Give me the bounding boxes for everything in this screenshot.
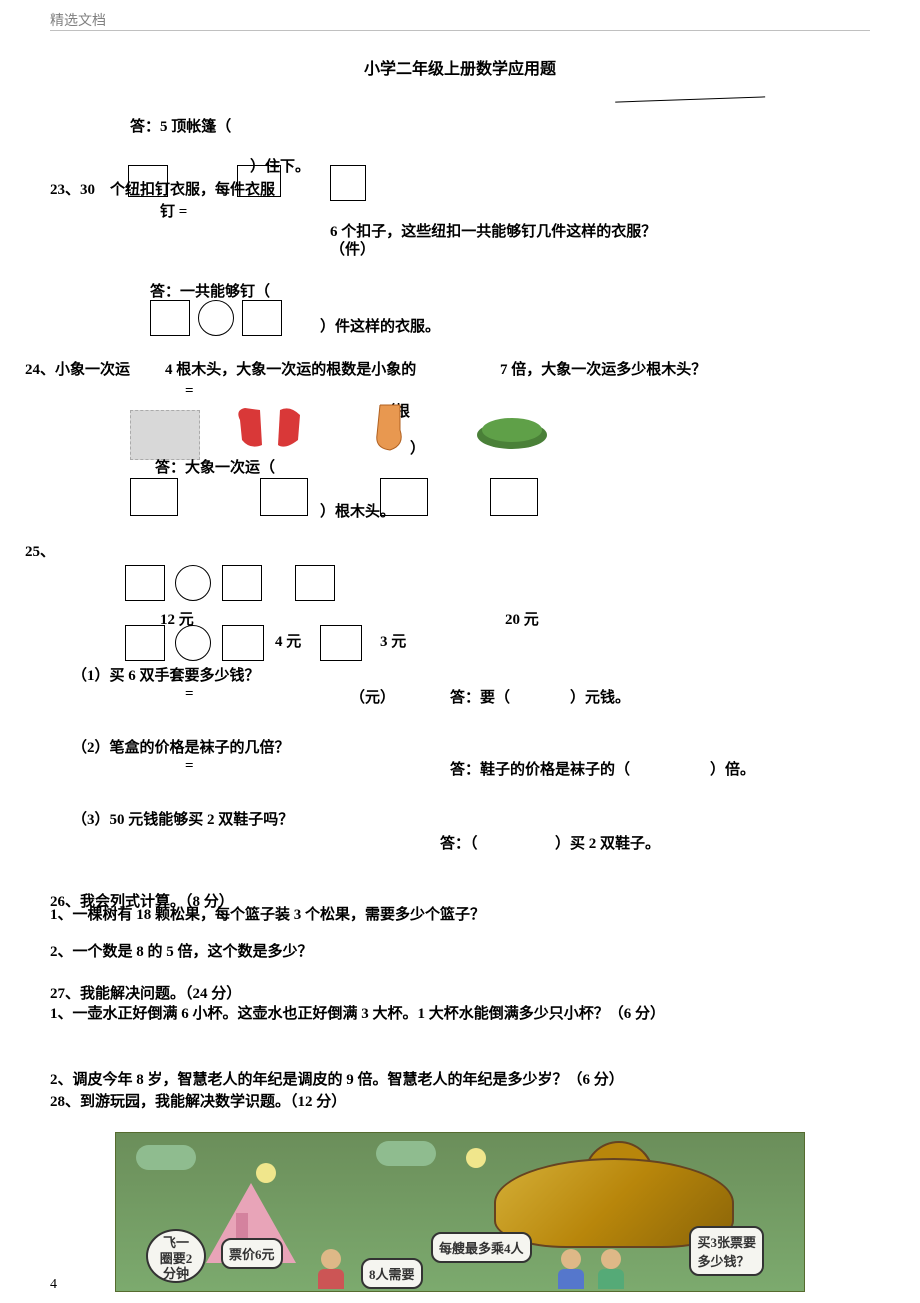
speech-bubble-2: 票价6元 [221,1238,283,1269]
q24-ans-suffix: ）根木头。 [320,500,395,521]
price-4: 4 元 [275,630,301,651]
blank-box [260,478,308,516]
person-body [598,1269,624,1289]
price-3: 3 元 [380,630,406,651]
page-number: 4 [50,1277,57,1293]
blank-circle [175,565,211,601]
q25-2-eq: = [185,758,194,775]
blank-box [128,165,168,197]
header-divider [50,30,870,31]
q22-answer-prefix: 答：5 顶帐篷（ [130,115,231,136]
blank-box [237,165,281,197]
blank-box [295,565,335,601]
q25-3-ans-a: 答：（ [440,832,478,853]
q27-1: 1、一壶水正好倒满 6 小杯。这壶水也正好倒满 3 大杯。1 大杯水能倒满多少只… [50,1002,665,1023]
q25-2-ans-b: ）倍。 [710,758,755,779]
q24-ans-prefix: 答：大象一次运（ [155,456,275,477]
person-head [601,1249,621,1269]
person-body [318,1269,344,1289]
q26-2: 2、一个数是 8 的 5 倍，这个数是多少？ [50,940,313,961]
bubble4-l1: 买3张票要 [697,1235,756,1250]
q25-1: （1）买 6 双手套要多少钱？ [72,664,260,685]
q27-2: 2、调皮今年 8 岁，智慧老人的年纪是调皮的 9 倍。智慧老人的年纪是多少岁？（… [50,1068,624,1089]
q25-1-eq: = [185,686,194,703]
moon-icon [256,1163,276,1183]
title-underline [615,85,765,102]
q24-unit2: ） [410,437,425,458]
blank-box [320,625,362,661]
q23-num: 23、30 [50,178,95,199]
q24-prefix: 24、小象一次运 [25,358,130,379]
q26-1: 1、一棵树有 18 颗松果，每个篮子装 3 个松果，需要多少个篮子？ [50,903,485,924]
person-head [321,1249,341,1269]
blank-box [125,565,165,601]
q25-2-ans-a: 答：鞋子的价格是袜子的（ [450,758,630,779]
person-body [558,1269,584,1289]
q23-text2: 6 个扣子，这些纽扣一共能够钉几件这样的衣服？ [330,220,656,241]
shoe-icon [475,410,550,450]
person-icon [596,1249,626,1289]
sock-icon [365,400,410,455]
amusement-park-illustration: 飞一 圈要2 分钟 票价6元 每艘最多乘4人 买3张票要 多少钱？ 8人需要 [115,1132,805,1292]
blank-box [222,565,262,601]
price-20: 20 元 [505,608,539,629]
speech-bubble-4: 买3张票要 多少钱？ [689,1226,764,1276]
q25-1-ans-a: 答：要（ [450,686,510,707]
bubble1-l2: 圈要2 [160,1251,193,1266]
gloves-icon [230,400,310,455]
moon-icon [466,1148,486,1168]
blank-box [125,625,165,661]
q25-num: 25、 [25,540,55,561]
q27: 27、我能解决问题。（24 分） [50,982,241,1003]
q23-ans-suffix: ）件这样的衣服。 [320,315,440,336]
q24-eq: = [185,383,194,400]
q25-3: （3）50 元钱能够买 2 双鞋子吗？ [72,808,293,829]
q25-1-unit: （元） [350,686,395,707]
page-title: 小学二年级上册数学应用题 [0,55,920,79]
header-label: 精选文档 [50,10,106,30]
bubble1-l1: 飞一 [163,1235,189,1250]
q23-ans-prefix: 答：一共能够钉（ [150,280,270,301]
blank-box [150,300,190,336]
q25-2: （2）笔盒的价格是袜子的几倍？ [72,736,290,757]
q25-3-ans-b: ）买 2 双鞋子。 [555,832,660,853]
blank-box [490,478,538,516]
q23-eq: 钉 = [160,200,187,221]
speech-bubble-1: 飞一 圈要2 分钟 [146,1229,206,1283]
q25-1-ans-b: ）元钱。 [570,686,630,707]
blank-box [330,165,366,201]
speech-bubble-5: 8人需要 [361,1258,423,1289]
bubble1-l3: 分钟 [163,1266,189,1281]
blank-box [242,300,282,336]
speech-bubble-3: 每艘最多乘4人 [431,1232,532,1263]
blank-box [222,625,264,661]
cloud-shape [376,1141,436,1166]
q28: 28、到游玩园，我能解决数学识题。（12 分） [50,1090,346,1111]
q23-unit: （件） [330,238,375,259]
cloud-shape [136,1145,196,1170]
person-head [561,1249,581,1269]
person-icon [556,1249,586,1289]
q24-text2: 7 倍，大象一次运多少根木头？ [500,358,706,379]
q24-text1: 4 根木头，大象一次运的根数是小象的 [165,358,416,379]
person-icon [316,1249,346,1289]
blank-box [130,478,178,516]
blank-circle [175,625,211,661]
bubble4-l2: 多少钱？ [697,1254,749,1269]
blank-circle [198,300,234,336]
pencil-case-icon [130,410,200,460]
